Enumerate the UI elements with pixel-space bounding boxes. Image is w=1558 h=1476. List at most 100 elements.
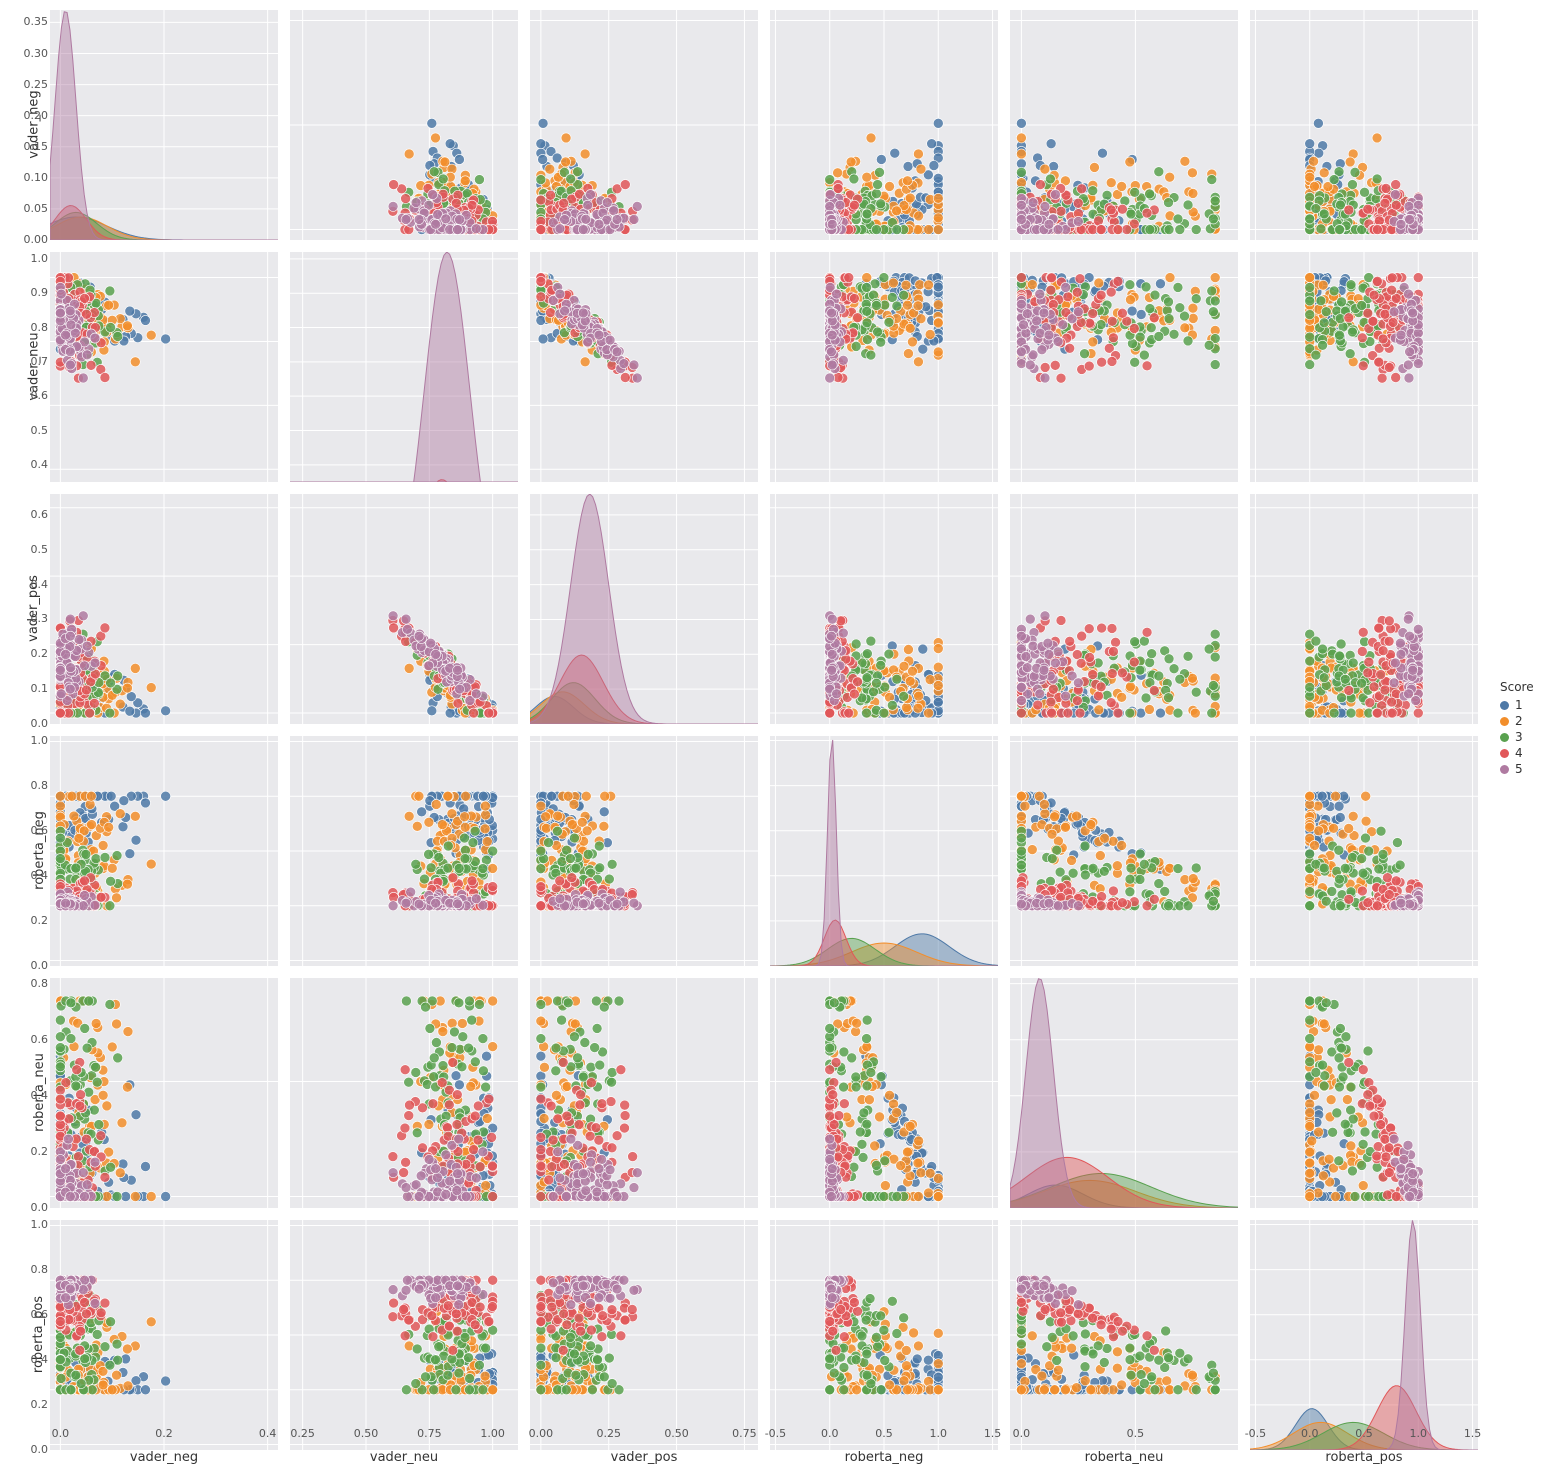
scatter-point bbox=[1025, 360, 1035, 370]
scatter-point bbox=[1391, 372, 1401, 382]
scatter-point bbox=[1061, 282, 1071, 292]
scatter-point bbox=[427, 706, 437, 716]
panel-vader_neg-vader_neg bbox=[50, 10, 278, 240]
scatter-point bbox=[1210, 196, 1220, 206]
scatter-point bbox=[1316, 224, 1326, 234]
scatter-point bbox=[838, 355, 848, 365]
scatter-point bbox=[1016, 359, 1026, 369]
scatter-point bbox=[871, 225, 881, 235]
scatter-point bbox=[619, 359, 629, 369]
panel-svg bbox=[1250, 10, 1478, 240]
scatter-point bbox=[853, 313, 863, 323]
scatter-point bbox=[1139, 350, 1149, 360]
scatter-point bbox=[833, 168, 843, 178]
scatter-point bbox=[1142, 208, 1152, 218]
scatter-point bbox=[862, 306, 872, 316]
scatter-point bbox=[1073, 307, 1083, 317]
panel-vader_pos-vader_neg bbox=[50, 494, 278, 724]
scatter-point bbox=[1388, 317, 1398, 327]
scatter-point bbox=[1125, 280, 1135, 290]
scatter-point bbox=[1035, 180, 1045, 190]
scatter-point bbox=[1377, 373, 1387, 383]
scatter-point bbox=[832, 289, 842, 299]
scatter-point bbox=[1044, 330, 1054, 340]
scatter-point bbox=[1210, 296, 1220, 306]
scatter-point bbox=[594, 330, 604, 340]
scatter-point bbox=[426, 638, 436, 648]
scatter-point bbox=[871, 300, 881, 310]
scatter-point bbox=[1404, 289, 1414, 299]
scatter-point bbox=[455, 215, 465, 225]
scatter-point bbox=[1208, 214, 1218, 224]
panel-vader_neg-roberta_neg bbox=[770, 10, 998, 240]
scatter-point bbox=[1084, 361, 1094, 371]
scatter-point bbox=[862, 209, 872, 219]
scatter-point bbox=[1350, 167, 1360, 177]
scatter-point bbox=[1058, 320, 1068, 330]
panel-svg bbox=[290, 494, 518, 724]
scatter-point bbox=[580, 357, 590, 367]
scatter-point bbox=[933, 300, 943, 310]
scatter-point bbox=[933, 282, 943, 292]
panel-svg bbox=[530, 252, 758, 482]
scatter-point bbox=[914, 691, 924, 701]
scatter-point bbox=[1305, 172, 1315, 182]
scatter-point bbox=[453, 225, 463, 235]
scatter-point bbox=[1016, 214, 1026, 224]
scatter-point bbox=[1180, 323, 1190, 333]
scatter-point bbox=[428, 190, 438, 200]
panel-vader_neg-roberta_pos bbox=[1250, 10, 1478, 240]
scatter-point bbox=[536, 315, 546, 325]
scatter-point bbox=[1146, 323, 1156, 333]
scatter-point bbox=[1207, 175, 1217, 185]
scatter-point bbox=[1335, 225, 1345, 235]
scatter-point bbox=[1180, 156, 1190, 166]
panel-svg bbox=[770, 494, 998, 724]
scatter-point bbox=[1313, 118, 1323, 128]
scatter-point bbox=[913, 703, 923, 713]
scatter-point bbox=[105, 708, 115, 718]
scatter-point bbox=[1344, 313, 1354, 323]
panel-svg bbox=[770, 252, 998, 482]
scatter-point bbox=[1127, 306, 1137, 316]
scatter-point bbox=[827, 308, 837, 318]
scatter-point bbox=[401, 214, 411, 224]
scatter-point bbox=[1050, 190, 1060, 200]
scatter-point bbox=[876, 154, 886, 164]
panel-vader_neu-vader_neg bbox=[50, 252, 278, 482]
scatter-point bbox=[1305, 360, 1315, 370]
panel-svg bbox=[50, 252, 278, 482]
scatter-point bbox=[1040, 373, 1050, 383]
scatter-point bbox=[873, 180, 883, 190]
scatter-point bbox=[65, 347, 75, 357]
scatter-point bbox=[1016, 167, 1026, 177]
scatter-point bbox=[1016, 347, 1026, 357]
scatter-point bbox=[430, 133, 440, 143]
scatter-point bbox=[104, 300, 114, 310]
scatter-point bbox=[140, 708, 150, 718]
scatter-point bbox=[1154, 167, 1164, 177]
scatter-point bbox=[903, 161, 913, 171]
scatter-point bbox=[629, 360, 639, 370]
scatter-point bbox=[916, 164, 926, 174]
scatter-point bbox=[113, 331, 123, 341]
scatter-point bbox=[1150, 290, 1160, 300]
scatter-point bbox=[1175, 225, 1185, 235]
scatter-point bbox=[1016, 118, 1026, 128]
scatter-point bbox=[440, 157, 450, 167]
scatter-point bbox=[536, 292, 546, 302]
scatter-point bbox=[1360, 187, 1370, 197]
scatter-point bbox=[876, 337, 886, 347]
scatter-point bbox=[1173, 214, 1183, 224]
scatter-point bbox=[1363, 308, 1373, 318]
scatter-point bbox=[1305, 273, 1315, 283]
panel-vader_neu-roberta_pos bbox=[1250, 252, 1478, 482]
panel-vader_pos-roberta_neg bbox=[770, 494, 998, 724]
scatter-point bbox=[905, 323, 915, 333]
scatter-point bbox=[1165, 172, 1175, 182]
scatter-point bbox=[1046, 139, 1056, 149]
scatter-point bbox=[827, 330, 837, 340]
scatter-point bbox=[862, 273, 872, 283]
scatter-point bbox=[66, 320, 76, 330]
scatter-point bbox=[130, 663, 140, 673]
